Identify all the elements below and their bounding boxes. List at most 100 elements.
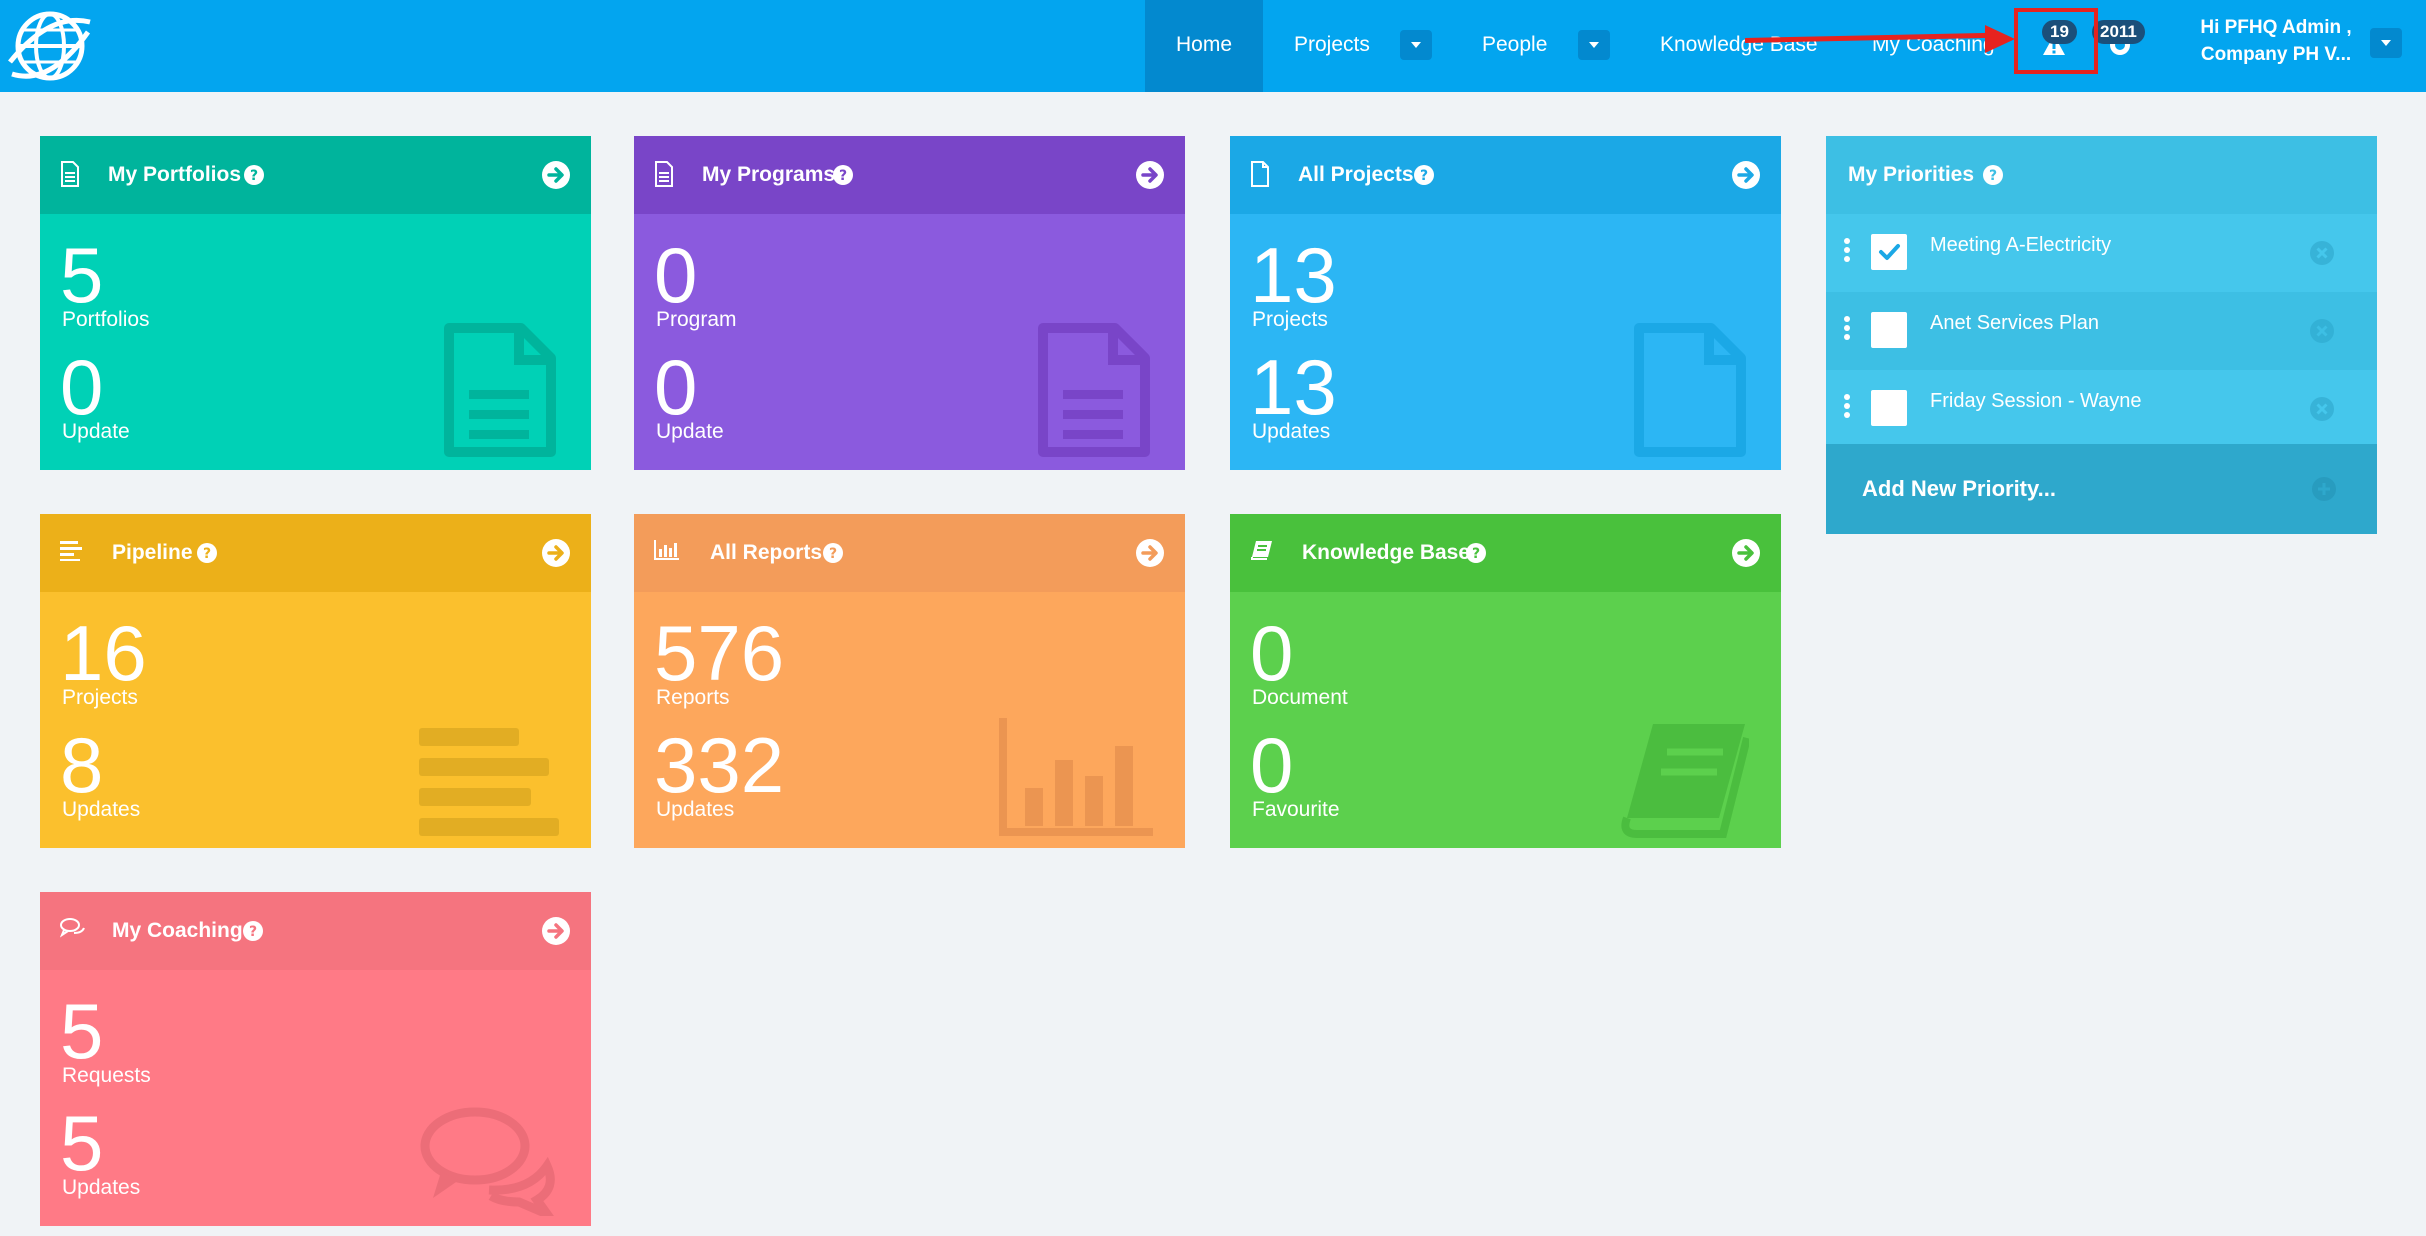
svg-text:?: ? [839,168,847,184]
arrow-right-circle-icon[interactable] [1731,538,1761,568]
card-my-portfolios: My Portfolios ? 5 Portfolios 0 Update [40,136,591,470]
globe-logo-icon[interactable] [6,2,94,90]
add-circle-icon[interactable] [2311,476,2337,502]
card-title: My Programs [702,163,836,186]
my-priorities-panel: My Priorities ? Meeting A-Electricity An… [1826,136,2377,534]
projects-label: Projects [1252,308,1328,331]
drag-handle-icon[interactable] [1844,238,1850,265]
programs-update-label: Update [656,420,724,443]
favourites-label: Favourite [1252,798,1340,821]
file-watermark-icon [1634,323,1746,457]
favourites-count: 0 [1250,721,1294,809]
card-all-reports: All Reports ? 576 Reports 332 Updates [634,514,1185,848]
priority-checkbox[interactable] [1871,312,1907,348]
document-watermark-icon [444,323,556,457]
user-company: Company PH V... [2200,44,2352,65]
arrow-right-circle-icon[interactable] [541,916,571,946]
card-title: My Coaching [112,919,243,942]
nav-active-indicator [1145,0,1263,92]
card-header[interactable]: All Reports ? [634,514,1185,592]
file-icon [1251,161,1269,187]
reports-label: Reports [656,686,730,709]
coaching-requests-count: 5 [60,987,104,1075]
priority-item[interactable]: Anet Services Plan [1826,292,2377,370]
pipeline-projects-count: 16 [60,609,147,697]
help-icon[interactable]: ? [1465,542,1487,564]
arrow-right-circle-icon[interactable] [541,538,571,568]
nav-home[interactable]: Home [1176,33,1233,56]
priority-checkbox[interactable] [1871,390,1907,426]
book-icon [1251,541,1272,560]
card-all-projects: All Projects ? 13 Projects 13 Updates [1230,136,1781,470]
card-header[interactable]: My Portfolios ? [40,136,591,214]
remove-circle-icon[interactable] [2309,240,2335,266]
arrow-right-circle-icon[interactable] [1731,160,1761,190]
projects-count: 13 [1250,231,1337,319]
card-title: All Projects [1298,163,1414,186]
card-title: My Portfolios [108,163,242,186]
card-header[interactable]: All Projects ? [1230,136,1781,214]
arrow-right-circle-icon[interactable] [541,160,571,190]
arrow-right-circle-icon[interactable] [1135,160,1165,190]
bars-watermark-icon [419,728,559,836]
user-menu[interactable]: Hi PFHQ Admin , Company PH V... [2176,14,2376,68]
drag-handle-icon[interactable] [1844,316,1850,343]
top-navbar: Home Projects People Knowledge Base My C… [0,0,2426,92]
card-header[interactable]: My Programs ? [634,136,1185,214]
svg-text:?: ? [1989,168,1997,184]
nav-knowledge-base[interactable]: Knowledge Base [1660,33,1818,56]
priority-item[interactable]: Meeting A-Electricity [1826,214,2377,292]
documents-label: Document [1252,686,1348,709]
chat-watermark-icon [420,1107,555,1216]
card-header[interactable]: Knowledge Base ? [1230,514,1781,592]
priorities-header: My Priorities ? [1826,136,2377,214]
annotation-arrow-head-icon [1985,25,2015,53]
help-icon[interactable]: ? [1982,164,2004,186]
card-title: Pipeline [112,541,193,564]
coaching-update-label: Updates [62,1176,141,1199]
drag-handle-icon[interactable] [1844,394,1850,421]
portfolios-update-count: 0 [60,343,104,431]
add-priority-row[interactable]: Add New Priority... [1826,444,2377,534]
add-priority-label: Add New Priority... [1862,476,2056,501]
alert-warning-icon[interactable] [2042,34,2066,56]
arrow-right-circle-icon[interactable] [1135,538,1165,568]
nav-people[interactable]: People [1482,33,1548,56]
user-greeting: Hi PFHQ Admin , [2200,17,2352,38]
projects-update-count: 13 [1250,343,1337,431]
remove-circle-icon[interactable] [2309,318,2335,344]
card-my-coaching: My Coaching ? 5 Requests 5 Updates [40,892,591,1226]
card-my-programs: My Programs ? 0 Program 0 Update [634,136,1185,470]
help-icon[interactable]: ? [832,164,854,186]
help-icon[interactable]: ? [243,164,265,186]
coaching-update-count: 5 [60,1099,104,1187]
help-icon[interactable]: ? [1413,164,1435,186]
priority-item[interactable]: Friday Session - Wayne [1826,370,2377,448]
remove-circle-icon[interactable] [2309,396,2335,422]
svg-text:?: ? [250,168,258,184]
svg-text:?: ? [203,546,211,562]
card-header[interactable]: Pipeline ? [40,514,591,592]
portfolios-label: Portfolios [62,308,150,331]
help-icon[interactable]: ? [242,920,264,942]
priorities-title: My Priorities [1848,163,1975,186]
notifications-badge: 2011 [2092,20,2145,44]
svg-text:?: ? [1472,546,1480,562]
help-icon[interactable]: ? [822,542,844,564]
card-header[interactable]: My Coaching ? [40,892,591,970]
people-dropdown-caret[interactable] [1578,30,1610,60]
coaching-requests-label: Requests [62,1064,151,1087]
card-pipeline: Pipeline ? 16 Projects 8 Updates [40,514,591,848]
nav-projects[interactable]: Projects [1294,33,1370,56]
bar-chart-watermark-icon [999,718,1153,836]
bar-chart-icon [654,540,679,560]
chat-icon [60,918,85,938]
reports-update-count: 332 [654,721,785,809]
priority-checkbox[interactable] [1871,234,1907,270]
help-icon[interactable]: ? [196,542,218,564]
nav-my-coaching[interactable]: My Coaching [1872,33,1995,56]
align-left-icon [60,541,82,561]
user-dropdown-caret[interactable] [2370,28,2402,58]
projects-dropdown-caret[interactable] [1400,30,1432,60]
priority-label: Meeting A-Electricity [1930,234,2112,256]
